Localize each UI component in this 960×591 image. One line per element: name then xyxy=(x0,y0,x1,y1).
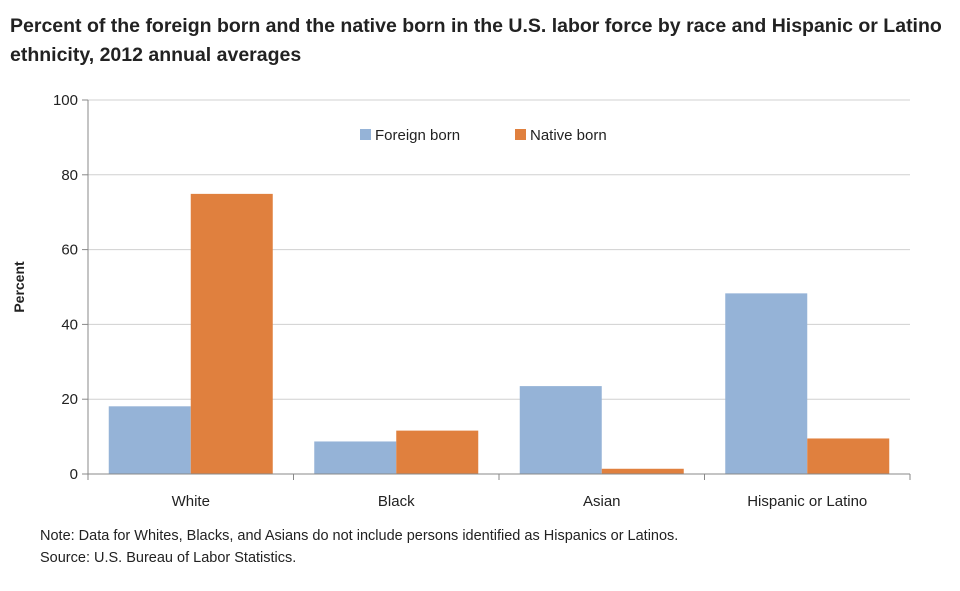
y-axis-label: Percent xyxy=(11,261,27,313)
bar-foreign-born xyxy=(314,441,397,474)
y-tick-label: 80 xyxy=(61,167,78,184)
y-tick-label: 40 xyxy=(61,316,78,333)
bar-native-born xyxy=(190,193,273,474)
y-tick-label: 0 xyxy=(70,466,78,483)
bars xyxy=(108,193,890,474)
axes xyxy=(82,99,911,480)
bar-chart: 0 20 40 60 80 100 White Black Asian Hispanic or L… xyxy=(11,92,911,510)
y-tick-label: 60 xyxy=(61,242,78,259)
bar-foreign-born xyxy=(519,386,602,474)
bar-foreign-born xyxy=(108,406,191,474)
bar-native-born xyxy=(807,438,890,474)
x-tick-label: White xyxy=(172,493,210,510)
x-tick-label: Black xyxy=(378,493,415,510)
bar-native-born xyxy=(601,468,684,474)
y-tick-label: 100 xyxy=(53,92,78,109)
legend-label: Foreign born xyxy=(375,127,460,144)
chart-title: Percent of the foreign born and the nati… xyxy=(10,15,942,66)
y-tick-label: 20 xyxy=(61,391,78,408)
bar-foreign-born xyxy=(725,293,808,474)
x-tick-label: Asian xyxy=(583,493,621,510)
legend: Foreign born Native born xyxy=(360,127,607,144)
note-text: Note: Data for Whites, Blacks, and Asian… xyxy=(40,528,679,544)
x-tick-label: Hispanic or Latino xyxy=(747,493,867,510)
legend-swatch xyxy=(515,129,526,140)
legend-swatch xyxy=(360,129,371,140)
source-text: Source: U.S. Bureau of Labor Statistics. xyxy=(40,550,297,566)
tick-labels: 0 20 40 60 80 100 White Black Asian Hispanic or L… xyxy=(53,92,867,510)
legend-label: Native born xyxy=(530,127,607,144)
chart-notes: Note: Data for Whites, Blacks, and Asian… xyxy=(40,525,678,569)
bar-native-born xyxy=(396,430,479,474)
